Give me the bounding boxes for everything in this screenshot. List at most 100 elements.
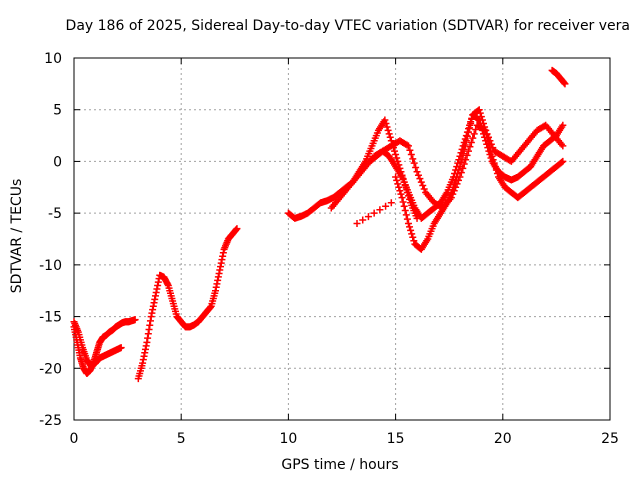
data-point-interp bbox=[486, 137, 494, 145]
data-point-interp bbox=[392, 151, 400, 159]
data-point-interp bbox=[382, 202, 390, 210]
data-point-interp bbox=[463, 128, 471, 136]
data-point-interp bbox=[462, 156, 470, 164]
y-tick-label: 0 bbox=[53, 154, 62, 170]
data-point bbox=[353, 219, 361, 227]
tick-marks bbox=[73, 57, 611, 421]
y-tick-label: -5 bbox=[48, 206, 62, 222]
data-point-interp bbox=[386, 133, 394, 141]
data-point-interp bbox=[460, 138, 468, 146]
data-point-interp bbox=[487, 154, 495, 162]
data-point-interp bbox=[370, 209, 378, 217]
data-point bbox=[475, 116, 483, 124]
data-point-interp bbox=[467, 138, 475, 146]
data-point-interp bbox=[460, 160, 468, 168]
data-point-interp bbox=[409, 155, 417, 163]
data-point-interp bbox=[485, 133, 493, 141]
data-point bbox=[462, 132, 470, 140]
data-point-interp bbox=[474, 115, 482, 123]
y-tick-label: -10 bbox=[39, 258, 62, 274]
data-point bbox=[404, 219, 412, 227]
data-point-interp bbox=[417, 178, 425, 186]
series-segment-9 bbox=[353, 199, 395, 227]
data-point-interp bbox=[476, 109, 484, 117]
data-point bbox=[464, 147, 472, 155]
data-point-interp bbox=[416, 175, 424, 183]
series-segment-5 bbox=[392, 106, 567, 253]
data-point-interp bbox=[489, 144, 497, 152]
chart-title: Day 186 of 2025, Sidereal Day-to-day VTE… bbox=[65, 18, 630, 34]
data-point-interp bbox=[395, 183, 403, 191]
plot-frame bbox=[73, 57, 611, 421]
data-point-interp bbox=[391, 147, 399, 155]
data-point bbox=[447, 194, 455, 202]
data-point-interp bbox=[409, 233, 417, 241]
data-point bbox=[387, 199, 395, 207]
data-point-interp bbox=[463, 151, 471, 159]
data-point bbox=[413, 168, 421, 176]
data-point-interp bbox=[376, 206, 384, 214]
data-point-interp bbox=[467, 118, 475, 126]
data-point-interp bbox=[461, 135, 469, 143]
data-point-interp bbox=[384, 126, 392, 134]
x-tick-label: 25 bbox=[601, 431, 619, 447]
data-point-interp bbox=[459, 142, 467, 150]
data-point-interp bbox=[469, 134, 477, 142]
data-point bbox=[131, 316, 139, 324]
x-tick-label: 5 bbox=[177, 431, 186, 447]
data-point-interp bbox=[450, 187, 458, 195]
data-point-interp bbox=[383, 123, 391, 131]
x-tick-label: 15 bbox=[387, 431, 405, 447]
data-point-interp bbox=[451, 169, 459, 177]
data-point-interp bbox=[364, 213, 372, 221]
data-point-interp bbox=[397, 190, 405, 198]
data-point-interp bbox=[407, 151, 415, 159]
data-point-interp bbox=[487, 140, 495, 148]
data-point-interp bbox=[412, 163, 420, 171]
x-tick-label: 10 bbox=[279, 431, 297, 447]
x-tick-labels: 0 5 10 15 20 25 bbox=[70, 431, 619, 447]
data-point-interp bbox=[457, 149, 465, 157]
data-point-interp bbox=[401, 207, 409, 215]
data-point-interp bbox=[452, 183, 460, 191]
data-point-interp bbox=[410, 159, 418, 167]
data-point bbox=[482, 126, 490, 134]
data-point-interp bbox=[393, 154, 401, 162]
y-tick-label: -25 bbox=[39, 413, 62, 429]
data-point bbox=[456, 173, 464, 181]
data-point-interp bbox=[393, 176, 401, 184]
data-point-interp bbox=[455, 156, 463, 164]
data-point-interp bbox=[470, 130, 478, 138]
x-axis-label: GPS time / hours bbox=[281, 457, 399, 473]
data-point-interp bbox=[486, 151, 494, 159]
data-point bbox=[117, 344, 125, 352]
series-segment-8 bbox=[548, 66, 569, 88]
data-point-interp bbox=[454, 159, 462, 167]
data-point-interp bbox=[402, 211, 410, 219]
data-point-interp bbox=[406, 146, 414, 154]
data-point bbox=[559, 121, 567, 129]
data-point-interp bbox=[403, 141, 411, 149]
data-point-interp bbox=[407, 226, 415, 234]
data-point-interp bbox=[480, 126, 488, 134]
y-tick-label: 5 bbox=[53, 103, 62, 119]
y-tick-label: -15 bbox=[39, 310, 62, 326]
data-point-interp bbox=[400, 202, 408, 210]
y-tick-labels: -25 -20 -15 -10 -5 0 5 10 bbox=[39, 51, 62, 429]
data-point bbox=[559, 157, 567, 165]
data-point-interp bbox=[466, 143, 474, 151]
data-point-interp bbox=[419, 182, 427, 190]
data-point-interp bbox=[406, 223, 414, 231]
data-point-interp bbox=[399, 198, 407, 206]
y-tick-label: 10 bbox=[44, 51, 62, 67]
data-point bbox=[404, 142, 412, 150]
series-segment-7 bbox=[327, 121, 567, 212]
series-segment-3 bbox=[134, 225, 241, 383]
data-point-interp bbox=[449, 190, 457, 198]
data-point-interp bbox=[359, 216, 367, 224]
data-point-interp bbox=[466, 121, 474, 129]
series-segment-2 bbox=[70, 318, 125, 370]
data-point bbox=[381, 116, 389, 124]
data-point-interp bbox=[483, 130, 491, 138]
data-point-interp bbox=[414, 171, 422, 179]
